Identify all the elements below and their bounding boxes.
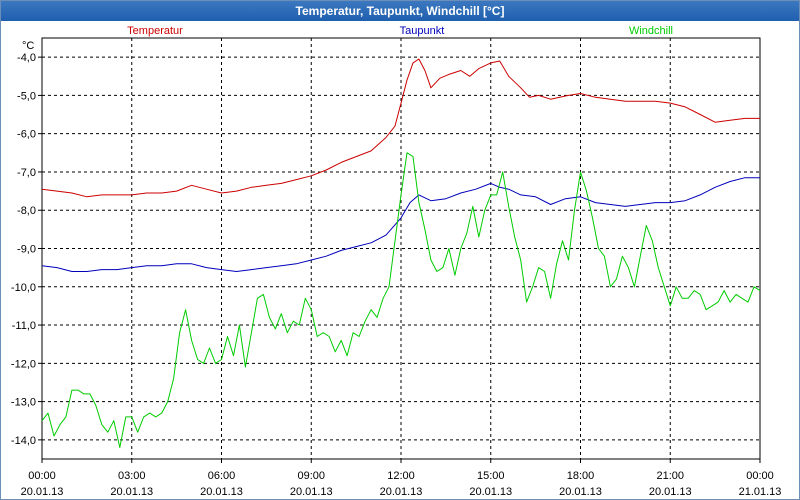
x-tick-time: 00:00 bbox=[746, 470, 774, 482]
window-title: Temperatur, Taupunkt, Windchill [°C] bbox=[1, 1, 799, 21]
y-tick-label: -7,0 bbox=[17, 167, 36, 179]
x-tick-date: 20.01.13 bbox=[649, 486, 692, 498]
x-tick-time: 15:00 bbox=[477, 470, 505, 482]
x-tick-time: 12:00 bbox=[387, 470, 415, 482]
series-line-taupunkt bbox=[41, 177, 760, 272]
legend-temperatur: Temperatur bbox=[127, 25, 183, 37]
y-tick-label: -14,0 bbox=[11, 435, 36, 447]
y-tick-label: -9,0 bbox=[17, 244, 36, 256]
x-axis-ticks: 00:00 20.01.13 03:00 20.01.13 06:00 20.01.13 0… bbox=[21, 459, 782, 498]
legend-windchill: Windchill bbox=[629, 25, 673, 37]
y-tick-label: -6,0 bbox=[17, 129, 36, 141]
x-tick-date: 20.01.13 bbox=[559, 486, 602, 498]
legend-taupunkt: Taupunkt bbox=[400, 25, 445, 37]
y-tick-label: -10,0 bbox=[11, 282, 36, 294]
x-tick-date: 20.01.13 bbox=[110, 486, 153, 498]
x-tick-date: 20.01.13 bbox=[290, 486, 333, 498]
x-tick-date: 20.01.13 bbox=[200, 486, 243, 498]
y-axis-ticks: -4,0 -5,0 -6,0 -7,0 -8,0 -9,0 -10,0 -11,0 -12,0 -… bbox=[11, 52, 42, 447]
y-tick-label: -5,0 bbox=[17, 90, 36, 102]
y-axis-label: °C bbox=[22, 40, 34, 52]
x-tick-time: 21:00 bbox=[656, 470, 684, 482]
x-tick-time: 18:00 bbox=[567, 470, 595, 482]
x-tick-time: 00:00 bbox=[28, 470, 56, 482]
y-tick-label: -12,0 bbox=[11, 358, 36, 370]
series-line-temperatur bbox=[41, 58, 760, 198]
y-tick-label: -4,0 bbox=[17, 52, 36, 64]
series-line-windchill bbox=[41, 152, 761, 448]
legend: Temperatur Taupunkt Windchill bbox=[127, 25, 673, 37]
x-tick-time: 03:00 bbox=[118, 470, 146, 482]
y-tick-label: -13,0 bbox=[11, 397, 36, 409]
y-tick-label: -8,0 bbox=[17, 205, 36, 217]
x-tick-date: 20.01.13 bbox=[21, 486, 64, 498]
x-tick-date: 20.01.13 bbox=[380, 486, 423, 498]
x-tick-date: 21.01.13 bbox=[739, 486, 782, 498]
x-tick-time: 06:00 bbox=[208, 470, 236, 482]
x-tick-time: 09:00 bbox=[297, 470, 325, 482]
grid bbox=[42, 38, 760, 459]
series-layer bbox=[41, 58, 761, 448]
y-tick-label: -11,0 bbox=[12, 320, 36, 332]
x-tick-date: 20.01.13 bbox=[469, 486, 512, 498]
